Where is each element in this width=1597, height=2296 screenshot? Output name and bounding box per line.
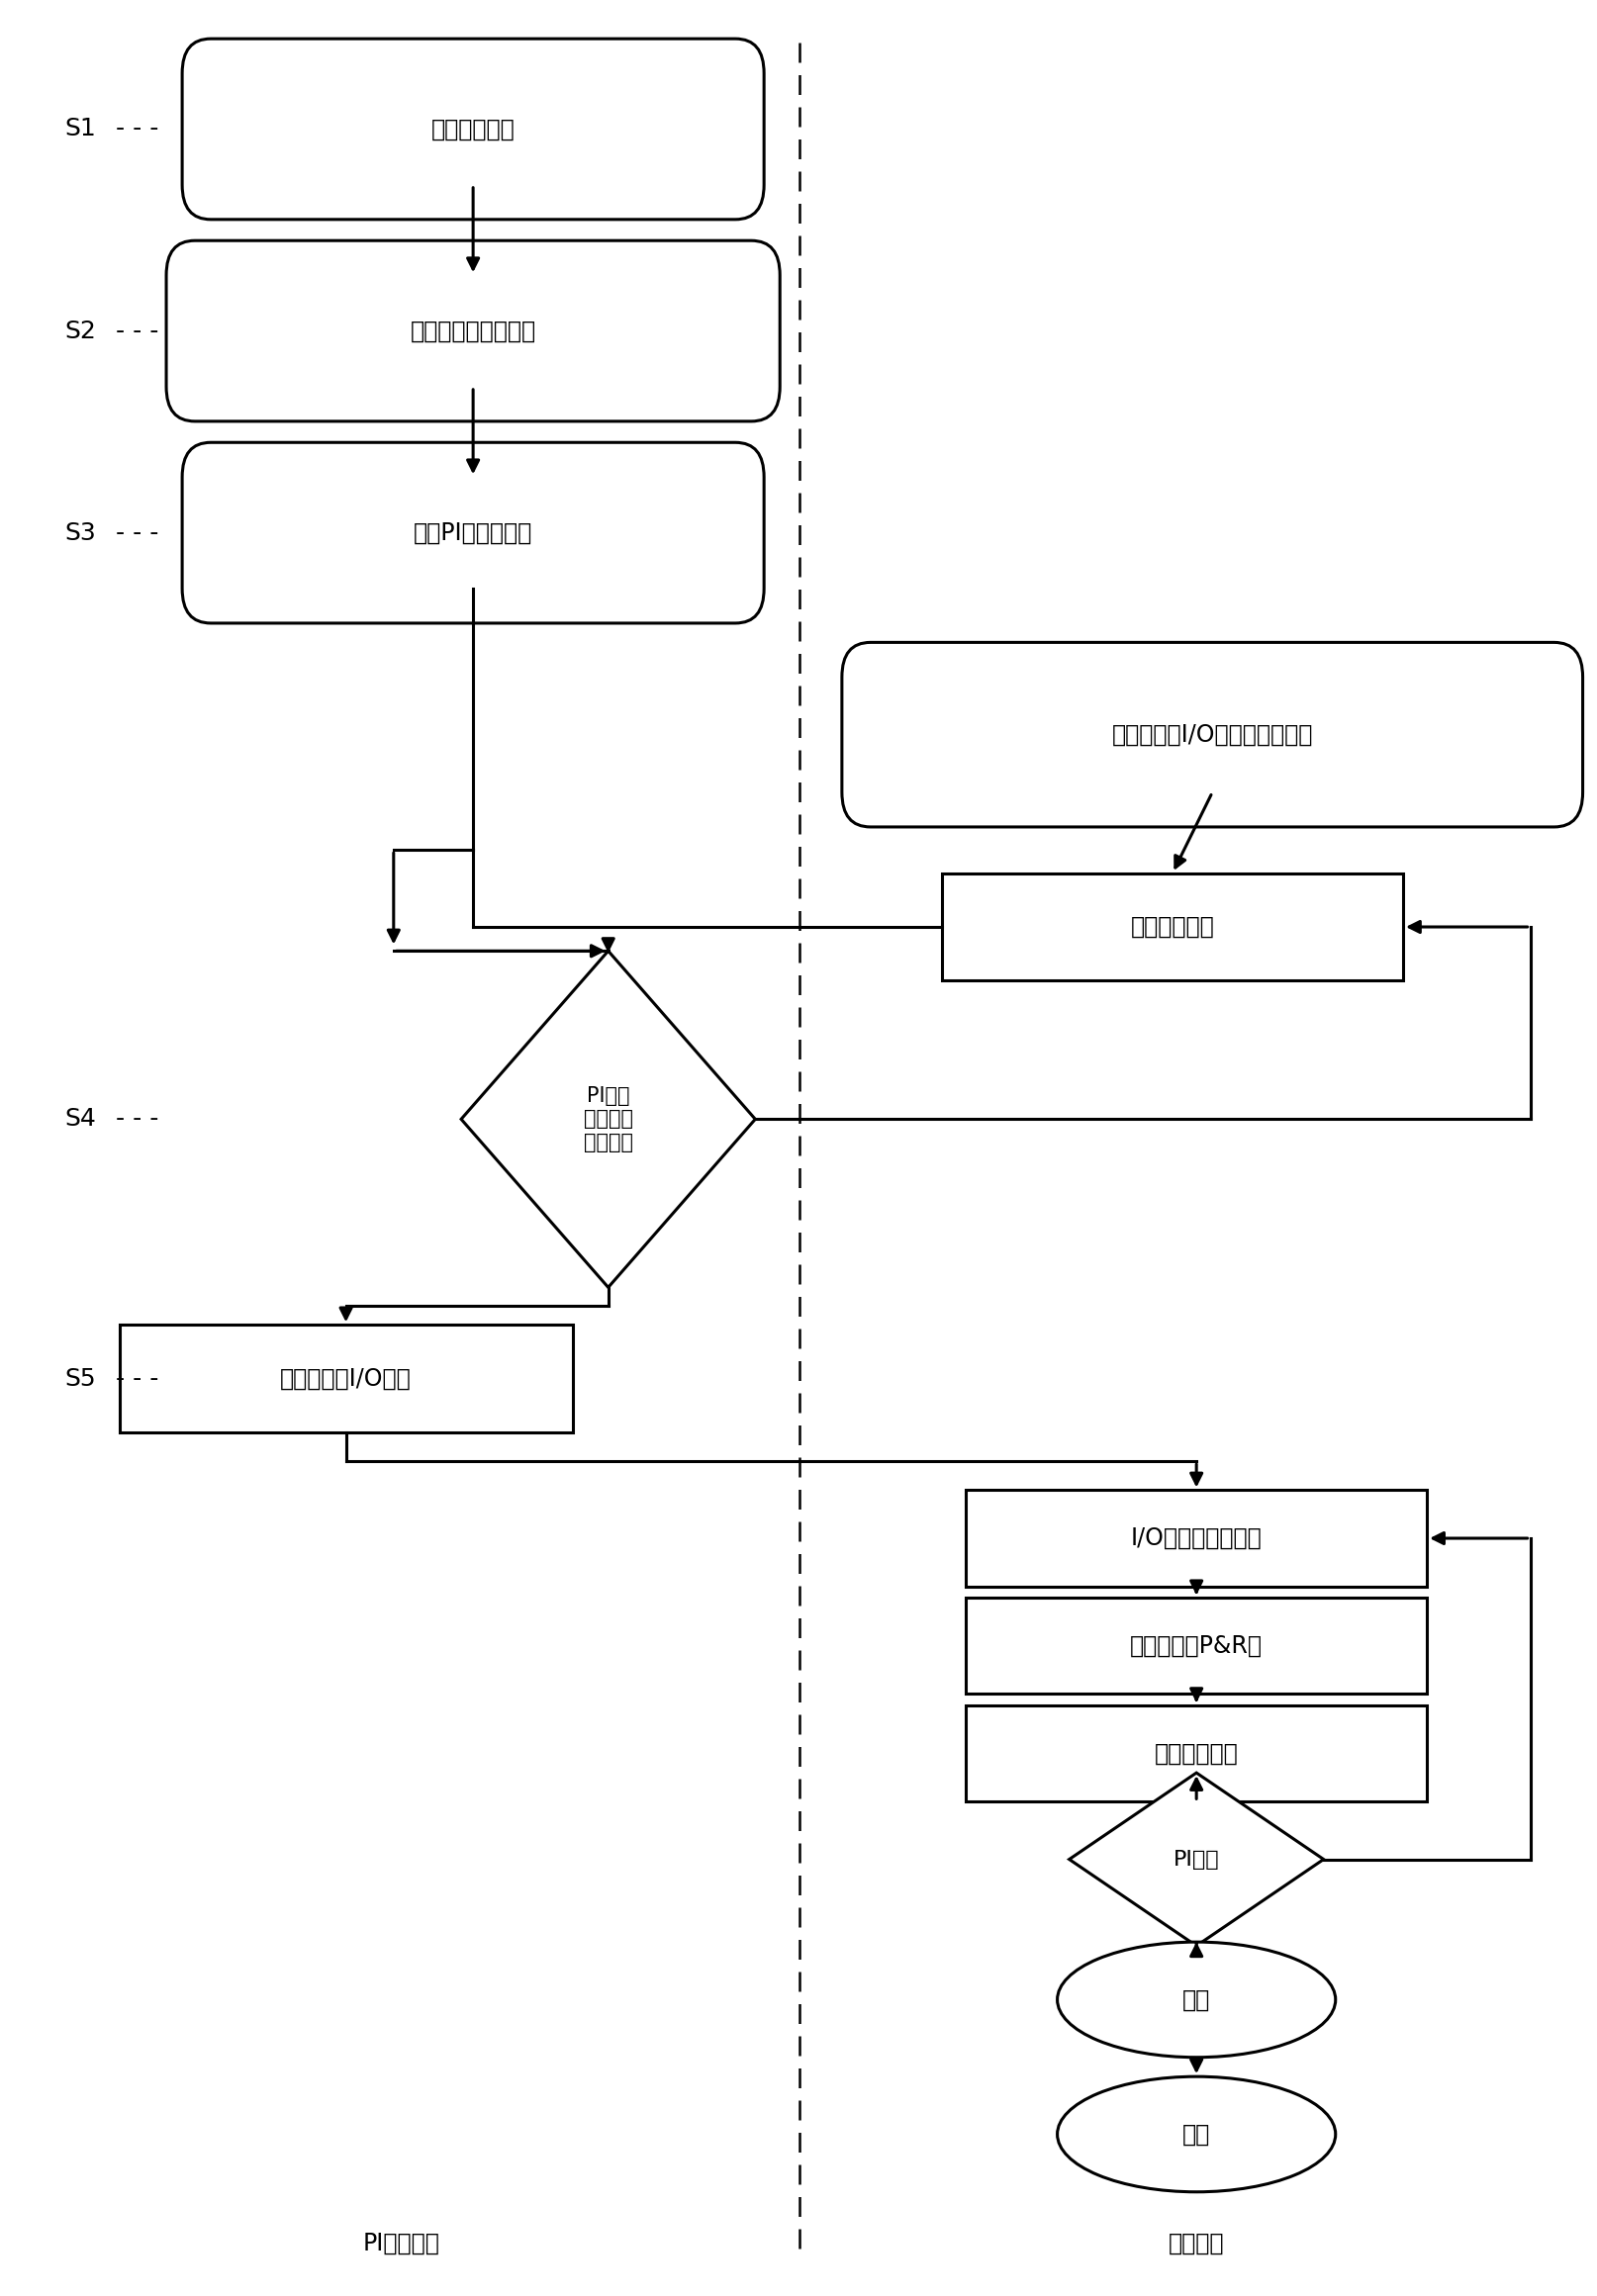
Text: 物理设计（P&R）: 物理设计（P&R） <box>1129 1635 1262 1658</box>
Ellipse shape <box>1057 1942 1335 2057</box>
Polygon shape <box>462 951 755 1288</box>
Ellipse shape <box>1057 2076 1335 2193</box>
Text: PI分析
进行精确
仿真计算: PI分析 进行精确 仿真计算 <box>583 1086 632 1153</box>
Bar <box>120 1325 572 1433</box>
Bar <box>965 1490 1426 1587</box>
Text: S1: S1 <box>64 117 96 140</box>
Bar <box>965 1706 1426 1802</box>
Text: PI验证: PI验证 <box>1172 1848 1219 1869</box>
Text: - - -: - - - <box>115 319 158 342</box>
Text: S3: S3 <box>64 521 96 544</box>
Text: S2: S2 <box>64 319 96 342</box>
Text: - - -: - - - <box>115 1107 158 1132</box>
Bar <box>965 1598 1426 1694</box>
Text: 后端设计: 后端设计 <box>1167 2232 1223 2255</box>
Text: I/O布局，优化位置: I/O布局，优化位置 <box>1131 1527 1262 1550</box>
Text: - - -: - - - <box>115 521 158 544</box>
Text: S4: S4 <box>64 1107 96 1132</box>
Text: 提取寄生参数: 提取寄生参数 <box>1153 1743 1238 1766</box>
Text: 分析并提取寄生参数: 分析并提取寄生参数 <box>410 319 535 342</box>
Text: 选择封装形式: 选择封装形式 <box>1131 916 1214 939</box>
Text: 确定电源地I/O数目: 确定电源地I/O数目 <box>279 1366 412 1391</box>
Text: 预估面积、I/O数目、封装成本: 预估面积、I/O数目、封装成本 <box>1112 723 1313 746</box>
FancyBboxPatch shape <box>182 443 763 622</box>
Text: 流片: 流片 <box>1182 1988 1209 2011</box>
Text: 建立电路模型: 建立电路模型 <box>431 117 514 140</box>
FancyBboxPatch shape <box>182 39 763 220</box>
Text: PI解决方法: PI解决方法 <box>363 2232 439 2255</box>
Text: S5: S5 <box>64 1366 96 1391</box>
FancyBboxPatch shape <box>166 241 779 420</box>
Bar <box>942 872 1402 980</box>
Polygon shape <box>1068 1773 1322 1945</box>
Text: - - -: - - - <box>115 1366 158 1391</box>
FancyBboxPatch shape <box>842 643 1581 827</box>
Text: 确定PI的设计指标: 确定PI的设计指标 <box>414 521 532 544</box>
Text: 封装: 封装 <box>1182 2122 1209 2147</box>
Text: - - -: - - - <box>115 117 158 140</box>
